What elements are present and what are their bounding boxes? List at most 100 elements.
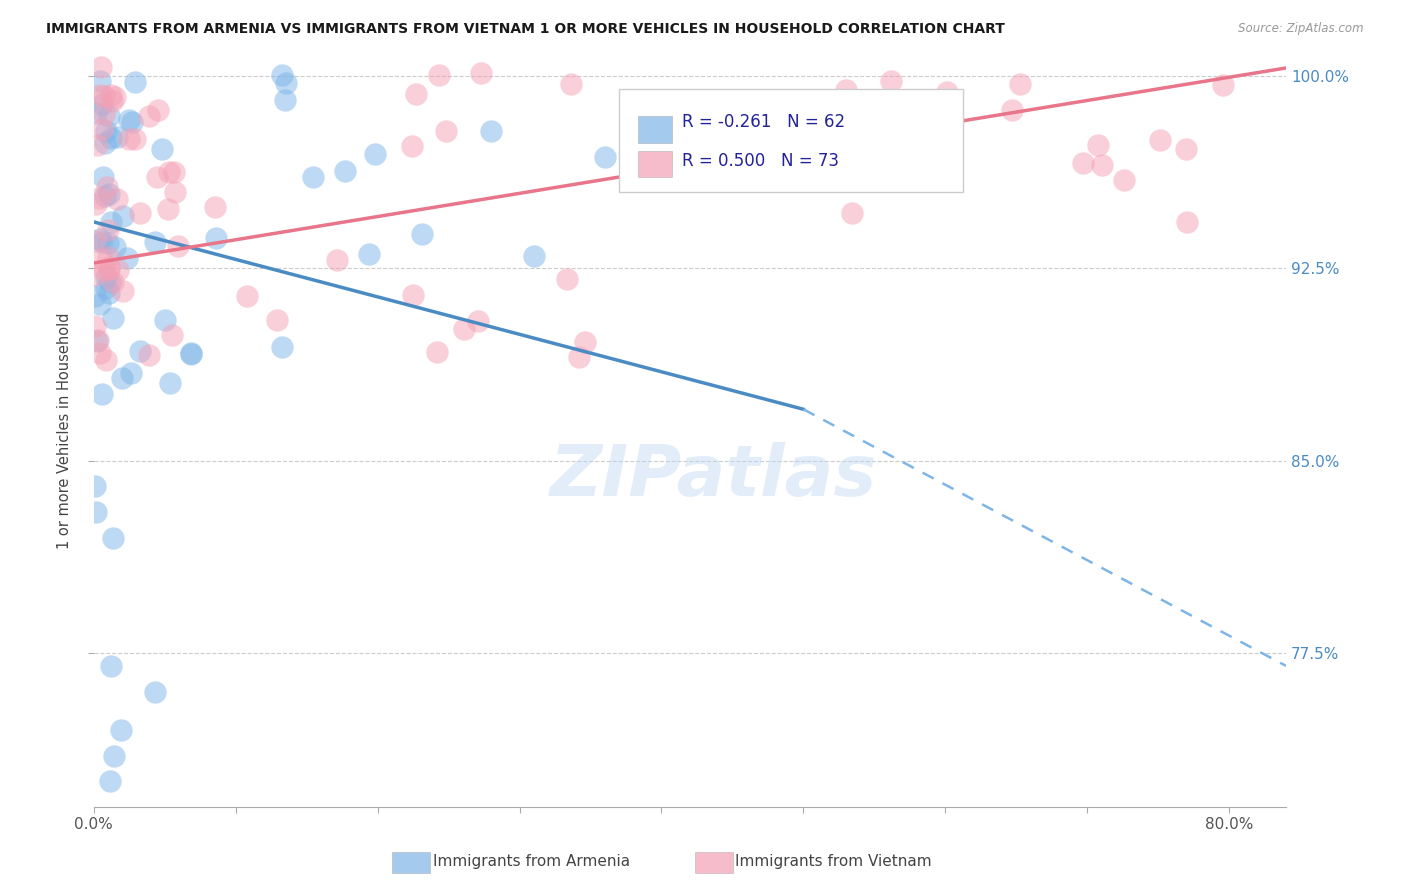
Point [87,333,110,347]
Point [94,189,117,203]
Point [302,169,325,184]
Point [89,88,111,103]
Point [274,76,297,90]
Point [235,289,257,303]
Point [138,347,160,361]
Point [157,165,180,179]
Text: R = 0.500   N = 73: R = 0.500 N = 73 [682,153,839,170]
Point [84,289,107,303]
Point [835,83,858,97]
Point [204,201,226,215]
Point [453,322,475,336]
Point [90,61,112,75]
Point [128,205,150,219]
Point [1090,158,1112,172]
Point [568,351,591,365]
Point [89,232,111,246]
Point [129,343,152,358]
Point [693,118,716,132]
Point [1008,77,1031,91]
Point [792,122,814,136]
Point [124,75,146,89]
Point [153,312,176,326]
Point [138,109,160,123]
Point [146,103,169,117]
Point [405,87,427,101]
Point [479,124,502,138]
Point [105,129,128,144]
Point [91,122,114,136]
Point [100,131,122,145]
Point [94,270,117,285]
Point [364,146,387,161]
Point [271,340,294,354]
Point [100,88,122,103]
Point [107,262,129,277]
Point [84,234,107,248]
Point [156,202,179,217]
Point [110,723,132,737]
Point [91,97,114,112]
Point [271,68,294,82]
Point [166,239,188,253]
Point [333,164,356,178]
Point [97,250,120,264]
Point [91,169,114,184]
Point [467,314,489,328]
Point [907,120,929,135]
Point [150,142,173,156]
Point [180,346,202,360]
Point [143,684,166,698]
Point [98,275,121,289]
Point [401,138,423,153]
Text: IMMIGRANTS FROM ARMENIA VS IMMIGRANTS FROM VIETNAM 1 OR MORE VEHICLES IN HOUSEHO: IMMIGRANTS FROM ARMENIA VS IMMIGRANTS FR… [46,22,1005,37]
Point [93,106,115,120]
Point [555,272,578,286]
Point [84,106,107,120]
Point [1071,156,1094,170]
Point [159,376,181,390]
Point [94,136,117,150]
Point [101,94,124,108]
Point [104,240,127,254]
Point [880,74,903,88]
Point [89,346,111,360]
Point [89,191,111,205]
Text: ZIPatlas: ZIPatlas [550,442,877,511]
Point [266,313,288,327]
Point [121,115,143,129]
Point [93,89,115,103]
Point [84,505,107,519]
Point [98,186,121,201]
Point [470,65,492,79]
Point [165,185,187,199]
Point [180,345,202,359]
Point [120,367,142,381]
Point [111,209,134,223]
Point [98,286,121,301]
Point [104,90,127,104]
Point [101,310,124,325]
Point [574,335,596,350]
Point [1087,138,1109,153]
Point [357,246,380,260]
Point [105,192,128,206]
Point [425,345,447,359]
Point [427,68,450,82]
Point [96,179,118,194]
Point [1212,78,1234,92]
Point [91,252,114,267]
Point [1175,214,1198,228]
Point [98,774,121,789]
Point [118,113,141,128]
Point [101,275,124,289]
Point [86,138,108,153]
Point [86,334,108,349]
Point [593,150,616,164]
Point [205,230,228,244]
Point [273,94,295,108]
Point [97,262,120,277]
Point [84,196,107,211]
Point [1001,103,1024,117]
Text: R = -0.261   N = 62: R = -0.261 N = 62 [682,112,845,131]
